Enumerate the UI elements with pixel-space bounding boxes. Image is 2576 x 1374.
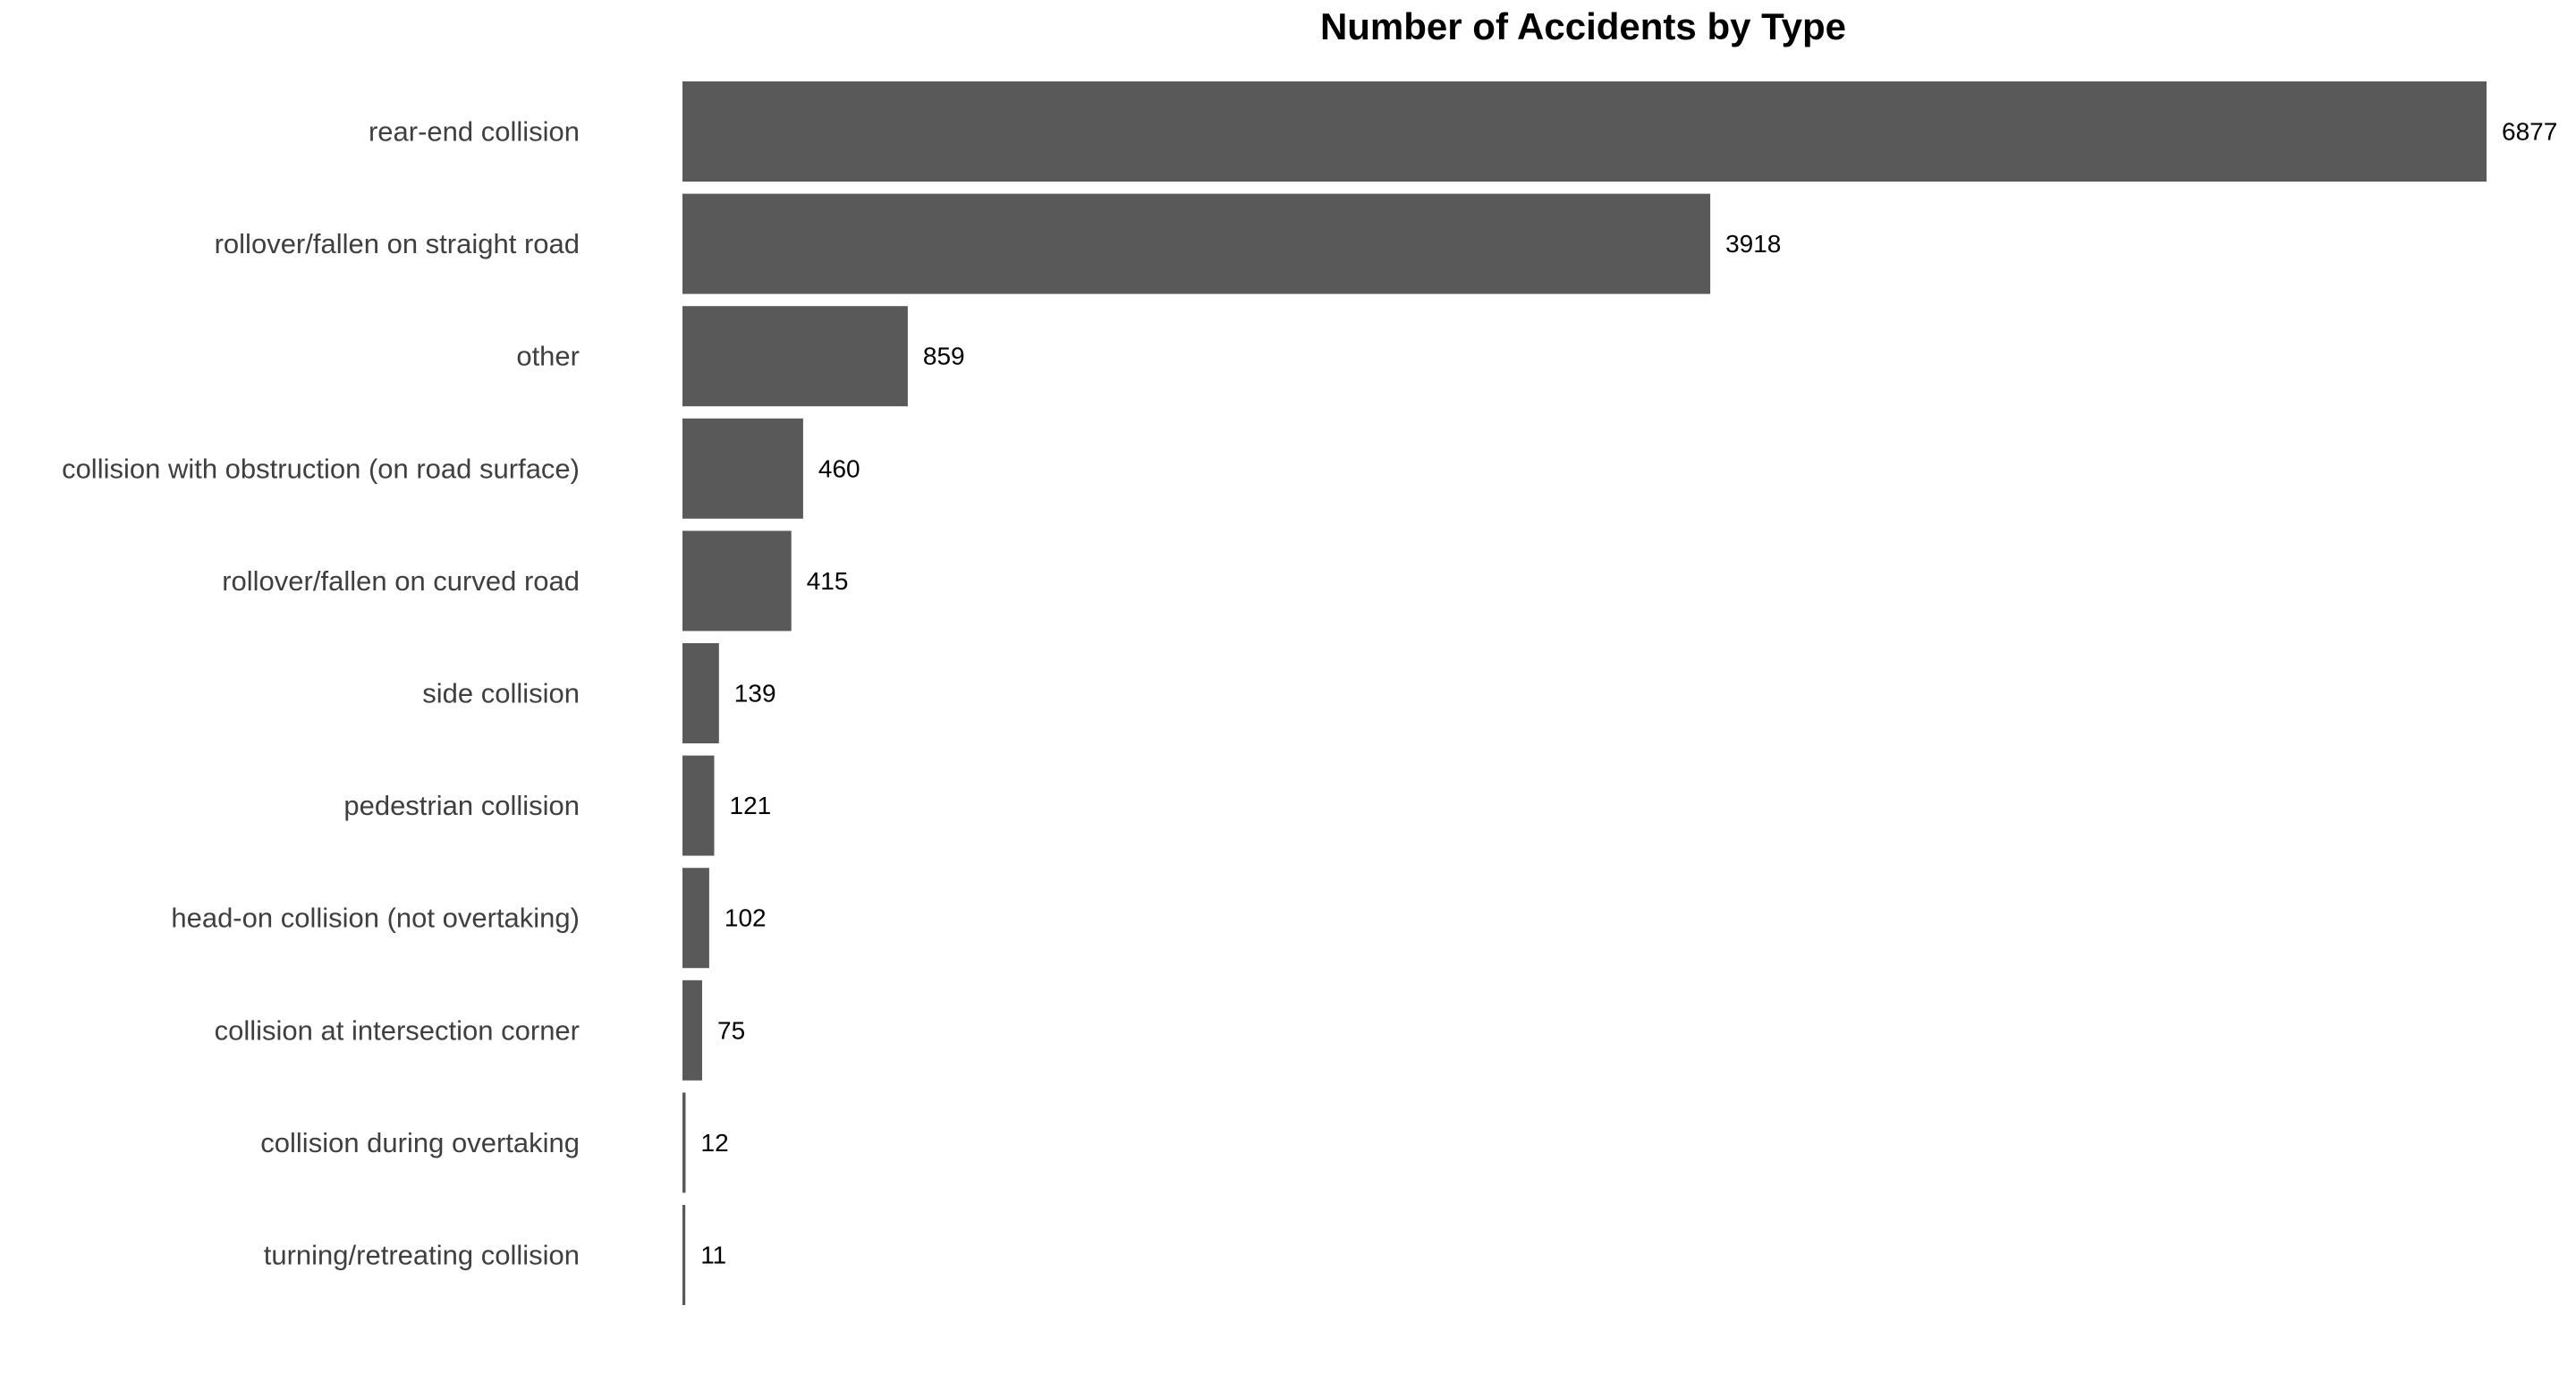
category-tick-label: turning/retreating collision: [264, 1240, 580, 1271]
bar: [682, 980, 702, 1081]
category-tick-label: collision at intersection corner: [215, 1014, 580, 1046]
bar-value-label: 102: [724, 904, 767, 932]
bar-value-label: 3918: [1725, 230, 1781, 258]
bar: [682, 1205, 685, 1305]
category-tick-label: other: [516, 341, 580, 372]
category-tick-label: head-on collision (not overtaking): [171, 903, 580, 934]
bar: [682, 419, 803, 519]
bar: [682, 756, 715, 856]
category-tick-label: side collision: [422, 678, 580, 709]
category-tick-label: pedestrian collision: [343, 790, 580, 821]
category-tick-label: rear-end collision: [369, 116, 580, 148]
bar: [682, 868, 709, 968]
bar-value-label: 139: [734, 680, 776, 708]
bar: [682, 194, 1710, 294]
category-tick-label: rollover/fallen on straight road: [215, 228, 580, 259]
bar-value-label: 859: [923, 343, 965, 370]
bar: [682, 530, 792, 631]
category-tick-label: collision with obstruction (on road surf…: [62, 453, 580, 484]
category-tick-label: rollover/fallen on curved road: [222, 565, 580, 597]
bar: [682, 1092, 686, 1192]
bar-value-label: 121: [730, 792, 772, 819]
bar-value-label: 12: [701, 1129, 729, 1157]
bar-value-label: 6877: [2502, 118, 2557, 146]
bar: [682, 306, 908, 406]
bars-layer: [682, 81, 2487, 1305]
bar-value-label: 11: [700, 1242, 726, 1269]
bar-value-label: 75: [717, 1016, 745, 1044]
category-tick-label: collision during overtaking: [260, 1127, 580, 1158]
bar: [682, 643, 719, 743]
bar: [682, 81, 2487, 182]
bar-value-label: 415: [807, 567, 849, 595]
bar-value-label: 460: [818, 454, 860, 482]
